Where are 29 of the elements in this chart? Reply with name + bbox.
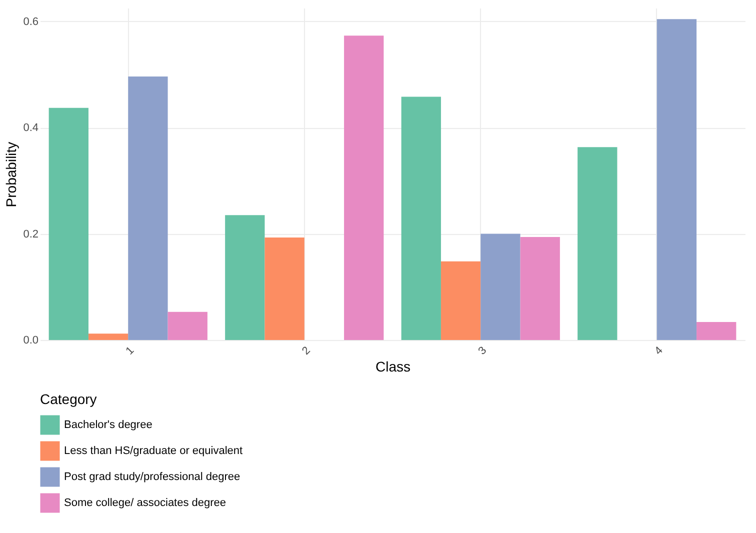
bar xyxy=(480,234,520,340)
x-tick-label: 2 xyxy=(300,344,313,358)
bar xyxy=(578,147,618,340)
bar xyxy=(344,36,384,340)
bar xyxy=(88,334,128,340)
x-tick-label: 4 xyxy=(652,344,666,358)
x-tick-label: 1 xyxy=(124,344,137,358)
bar xyxy=(440,261,481,340)
bar xyxy=(520,236,560,340)
x-axis-title: Class xyxy=(375,358,411,375)
bar xyxy=(656,19,697,340)
y-tick-label: 0.2 xyxy=(23,228,38,240)
y-tick-label: 0.4 xyxy=(23,122,38,134)
bar xyxy=(128,76,168,340)
bar xyxy=(168,312,208,340)
bar xyxy=(401,96,441,340)
bar xyxy=(48,108,88,340)
legend-label: Some college/ associates degree xyxy=(64,497,226,509)
bar xyxy=(264,237,304,340)
y-tick-label: 0.6 xyxy=(23,16,38,28)
y-axis-title: Probability xyxy=(3,142,20,208)
x-tick-label: 3 xyxy=(476,344,490,358)
bar xyxy=(225,215,265,340)
y-tick-label: 0.0 xyxy=(23,334,38,346)
bar xyxy=(696,322,736,340)
legend-label: Bachelor's degree xyxy=(64,419,152,431)
legend-label: Less than HS/graduate or equivalent xyxy=(64,445,243,457)
legend-title: Category xyxy=(40,391,97,407)
legend-label: Post grad study/professional degree xyxy=(64,471,240,483)
